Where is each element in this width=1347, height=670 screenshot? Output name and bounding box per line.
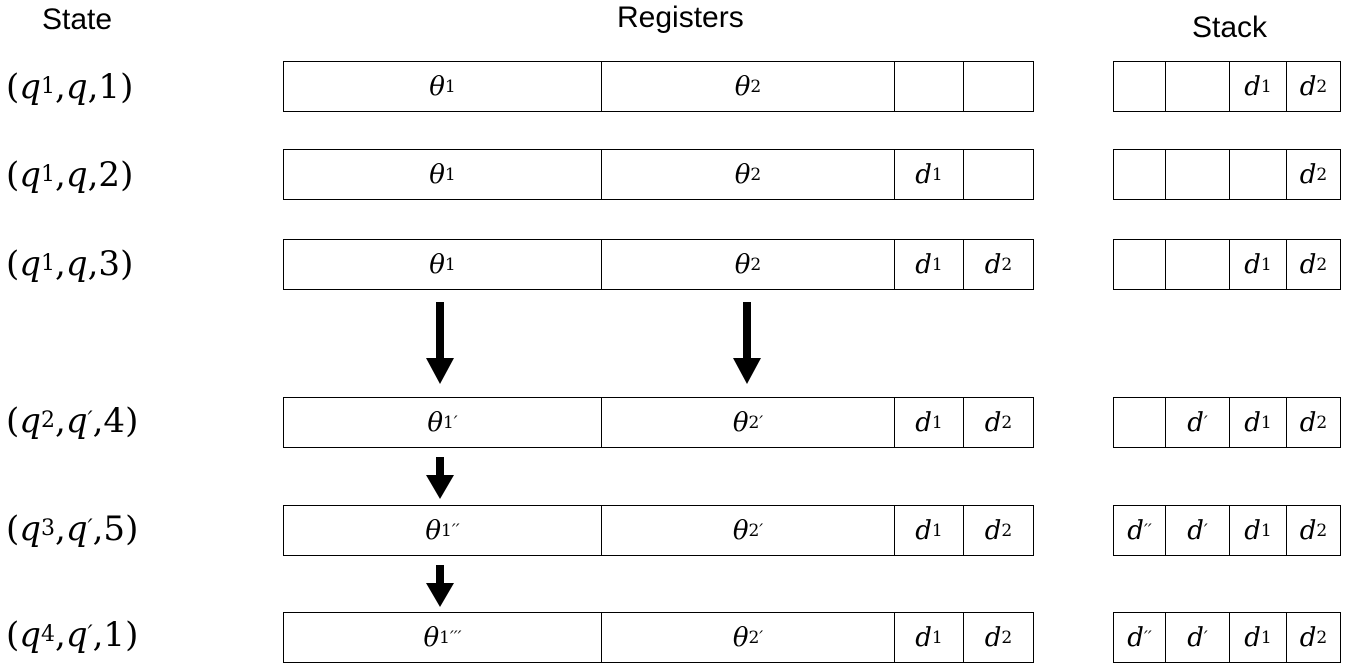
register-cell bbox=[895, 62, 964, 111]
register-cell: θ 2 ′ bbox=[602, 506, 895, 555]
down-arrow-icon bbox=[733, 302, 761, 384]
stack-cell: d ′′ bbox=[1114, 506, 1166, 555]
stack-cell: d ′ bbox=[1166, 398, 1230, 447]
stack-cell: d ′ bbox=[1166, 506, 1230, 555]
down-arrow-icon bbox=[426, 302, 454, 384]
state-label-row-3: (q 1, q, 3) bbox=[6, 244, 134, 284]
stack-cell bbox=[1166, 62, 1230, 111]
state-label-row-6: (q 4, q ′, 1) bbox=[6, 615, 139, 655]
state-header: State bbox=[42, 3, 113, 36]
stack-cell bbox=[1166, 150, 1230, 199]
register-cell: θ 2 ′ bbox=[602, 398, 895, 447]
stack-header: Stack bbox=[1192, 11, 1268, 44]
stack-cell: d ′ bbox=[1166, 613, 1230, 662]
down-arrow-icon bbox=[426, 565, 454, 607]
stack-cell bbox=[1114, 62, 1166, 111]
state-label-row-5: (q 3, q ′, 5) bbox=[6, 509, 139, 549]
stack-cell bbox=[1114, 398, 1166, 447]
registers-header: Registers bbox=[617, 1, 744, 34]
stack-cell: d ′′ bbox=[1114, 613, 1166, 662]
stack-cell bbox=[1166, 240, 1230, 289]
register-cell: θ 1 ′′′ bbox=[284, 613, 602, 662]
state-label-row-1: (q 1, q, 1) bbox=[6, 67, 134, 107]
register-cell bbox=[964, 150, 1033, 199]
stack-cell bbox=[1114, 150, 1166, 199]
stack-cell bbox=[1230, 150, 1287, 199]
state-label-row-4: (q 2, q ′, 4) bbox=[6, 401, 139, 441]
register-cell bbox=[964, 62, 1033, 111]
register-cell: θ 2 ′ bbox=[602, 613, 895, 662]
register-cell: θ 1 ′′ bbox=[284, 506, 602, 555]
state-label-row-2: (q 1, q, 2) bbox=[6, 155, 134, 195]
down-arrow-icon bbox=[426, 457, 454, 499]
stack-cell bbox=[1114, 240, 1166, 289]
register-cell: θ 1 ′ bbox=[284, 398, 602, 447]
